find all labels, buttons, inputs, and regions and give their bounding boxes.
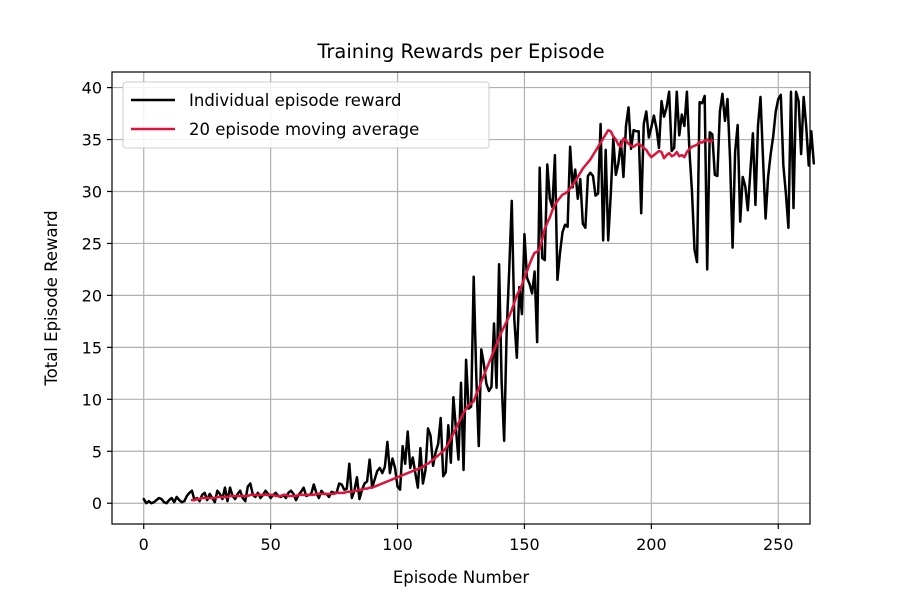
ticks: 0 50 100 150 200 250 0 5 10 15 20 25 30 35 40 (82, 79, 794, 554)
y-tick-label: 35 (82, 131, 102, 150)
x-tick-label: 250 (763, 535, 794, 554)
series-layer (142, 90, 816, 505)
x-tick-label: 0 (139, 535, 149, 554)
x-axis-label: Episode Number (393, 568, 530, 587)
series-line-individual (142, 90, 816, 505)
y-tick-label: 0 (92, 494, 102, 513)
x-tick-label: 200 (636, 535, 667, 554)
series-line-moving-average (190, 128, 714, 502)
y-axis-label: Total Episode Reward (42, 210, 61, 386)
plot-frame (111, 71, 811, 525)
x-tick-label: 100 (382, 535, 413, 554)
x-tick-label: 50 (260, 535, 280, 554)
legend: Individual episode reward 20 episode mov… (122, 81, 490, 149)
legend-box (122, 81, 490, 149)
y-tick-label: 15 (82, 338, 102, 357)
x-tick-label: 150 (509, 535, 540, 554)
y-tick-label: 40 (82, 79, 102, 98)
y-tick-label: 20 (82, 286, 102, 305)
chart-title: Training Rewards per Episode (316, 40, 604, 63)
y-tick-label: 30 (82, 182, 102, 201)
y-tick-label: 5 (92, 442, 102, 461)
y-tick-label: 10 (82, 390, 102, 409)
legend-label-moving-average: 20 episode moving average (189, 120, 419, 139)
legend-label-individual: Individual episode reward (189, 91, 402, 110)
y-tick-label: 25 (82, 234, 102, 253)
